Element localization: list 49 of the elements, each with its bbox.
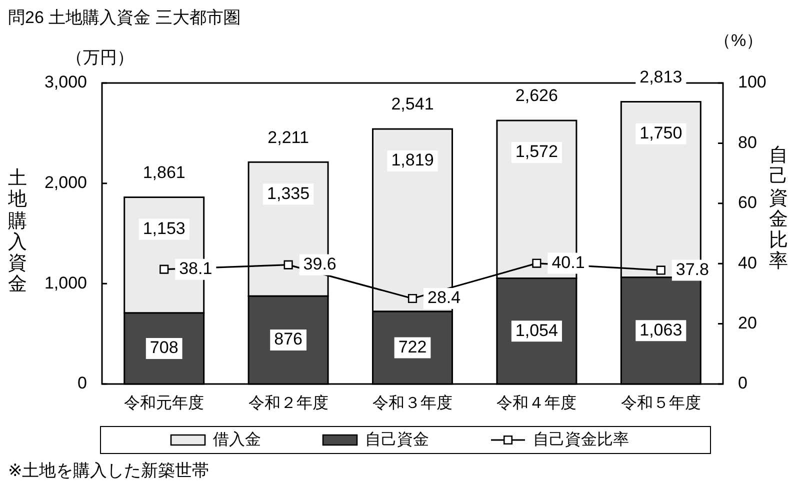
y2-tick-label: 0 [738, 374, 748, 393]
data-label: 876 [274, 330, 302, 349]
y-tick-label: 3,000 [44, 72, 87, 92]
total-label: 1,861 [142, 162, 186, 182]
data-label: 1,054 [515, 320, 558, 340]
point [408, 294, 418, 304]
total-label: 2,541 [391, 94, 434, 114]
data-label: 1,153 [142, 218, 186, 238]
total-label: 2,211 [268, 128, 309, 147]
y-tick-label: 2,000 [44, 173, 87, 192]
legend-label: 借入金 [213, 430, 261, 448]
y-tick-label: 1,000 [44, 273, 87, 292]
point [656, 266, 666, 275]
data-label: 1,335 [267, 184, 310, 203]
x-tick-label: 令和３年度 [372, 394, 452, 412]
text: （万円） [66, 48, 134, 68]
y2-tick-label: 60 [738, 193, 757, 212]
y2-tick-label: 80 [738, 132, 757, 152]
total-label: 2,813 [640, 67, 682, 86]
y-tick-label: 0 [78, 374, 87, 393]
x-tick-label: 令和元年度 [124, 394, 204, 412]
y-axis-title: 土地購入資金 [8, 168, 27, 296]
data-label: 37.8 [676, 260, 709, 279]
y2-tick-label: 100 [738, 72, 766, 92]
point [532, 258, 542, 268]
x-tick-label: 令和４年度 [496, 394, 577, 412]
data-label: 1,572 [515, 142, 558, 162]
text: （%） [714, 31, 764, 51]
y2-tick-label: 40 [738, 253, 757, 272]
legend-label: 自己資金比率 [533, 430, 629, 448]
legend-label: 自己資金 [365, 430, 429, 448]
x-tick-label: 令和２年度 [248, 394, 328, 412]
point [160, 264, 169, 274]
data-label: 1,750 [640, 123, 682, 142]
data-label: 40.1 [552, 252, 585, 272]
x-tick-label: 令和５年度 [620, 394, 701, 412]
point [284, 260, 293, 270]
y2-tick-label: 20 [738, 313, 757, 332]
data-label: 39.6 [303, 254, 336, 274]
chart-title: 問26 土地購入資金 三大都市圏 [8, 8, 240, 28]
data-label: 1,819 [391, 150, 434, 170]
total-label: 2,626 [515, 86, 558, 106]
text: ※土地を購入した新築世帯 [8, 461, 210, 481]
data-label: 28.4 [428, 288, 461, 308]
y2-axis-title: 自己資金比率 [769, 145, 788, 273]
data-label: 1,063 [640, 320, 682, 340]
data-label: 708 [150, 338, 178, 358]
data-label: 722 [398, 337, 427, 356]
data-label: 38.1 [179, 259, 212, 278]
